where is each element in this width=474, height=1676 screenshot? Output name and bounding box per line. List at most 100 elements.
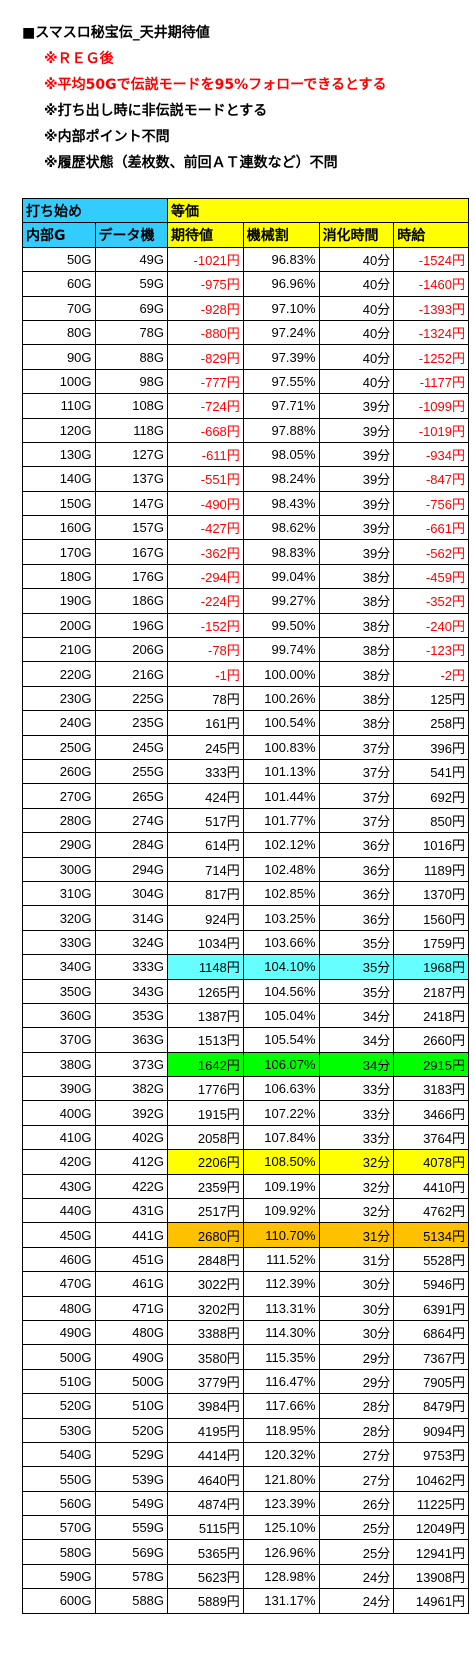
internal-g-cell: 160G [22,515,96,541]
col-payout-rate: 機械割 [242,222,320,248]
payout-rate-cell: 96.96% [242,271,320,297]
payout-rate-cell: 120.32% [242,1441,320,1468]
table-row: 320G 314G 924円 103.25% 36分 1560円 [22,905,469,931]
ceiling-expectation-table: 打ち始め 等価 内部G データ機 期待値 機械割 消化時間 時給 50G 49G -… [21,197,469,1614]
play-time-cell: 31分 [318,1246,395,1273]
internal-g-cell: 260G [22,758,96,785]
table-row: 140G 137G -551円 98.24% 39分 -847円 [22,466,469,492]
expected-value-cell: 3388円 [167,1319,244,1346]
internal-g-cell: 600G [22,1588,96,1614]
hourly-wage-cell: 6864円 [393,1319,469,1346]
play-time-cell: 37分 [318,734,395,760]
play-time-cell: 25分 [318,1515,395,1541]
payout-rate-cell: 108.50% [242,1149,320,1175]
expected-value-cell: 5115円 [167,1515,244,1541]
data-machine-cell: 274G [94,807,169,834]
internal-g-cell: 530G [22,1417,96,1443]
column-header-row: 内部G データ機 期待値 機械割 消化時間 時給 [22,222,469,248]
payout-rate-cell: 99.27% [242,588,320,614]
data-machine-cell: 451G [94,1246,169,1273]
internal-g-cell: 210G [22,637,96,663]
hourly-wage-cell: 1759円 [393,929,469,956]
data-machine-cell: 431G [94,1198,169,1224]
hourly-wage-cell: 5528円 [393,1246,469,1273]
expected-value-cell: -490円 [167,490,244,517]
internal-g-cell: 430G [22,1173,96,1200]
internal-g-cell: 80G [22,319,96,346]
play-time-cell: 33分 [318,1100,395,1126]
expected-value-cell: 424円 [167,783,244,809]
data-machine-cell: 333G [94,954,169,980]
expected-value-cell: -362円 [167,539,244,565]
data-machine-cell: 108G [94,393,169,419]
internal-g-cell: 450G [22,1222,96,1248]
play-time-cell: 39分 [318,393,395,419]
play-time-cell: 39分 [318,515,395,541]
payout-rate-cell: 99.50% [242,612,320,639]
payout-rate-cell: 97.55% [242,368,320,395]
internal-g-cell: 590G [22,1563,96,1590]
hourly-wage-cell: -1099円 [393,393,469,419]
hourly-wage-cell: 13908円 [393,1563,469,1590]
payout-rate-cell: 117.66% [242,1393,320,1419]
play-time-cell: 33分 [318,1124,395,1151]
table-row: 310G 304G 817円 102.85% 36分 1370円 [22,880,469,907]
internal-g-cell: 120G [22,417,96,443]
note-line: ※履歴状態（差枚数、前回ＡＴ連数など）不問 [44,155,338,171]
payout-rate-cell: 114.30% [242,1319,320,1346]
payout-rate-cell: 105.54% [242,1027,320,1053]
hourly-wage-cell: 8479円 [393,1393,469,1419]
payout-rate-cell: 103.25% [242,905,320,931]
data-machine-cell: 186G [94,588,169,614]
play-time-cell: 36分 [318,905,395,931]
hourly-wage-cell: -459円 [393,563,469,590]
data-machine-cell: 225G [94,685,169,712]
table-row: 390G 382G 1776円 106.63% 33分 3183円 [22,1076,469,1102]
internal-g-cell: 100G [22,368,96,395]
table-row: 270G 265G 424円 101.44% 37分 692円 [22,783,469,809]
table-row: 360G 353G 1387円 105.04% 34分 2418円 [22,1002,469,1029]
internal-g-cell: 330G [22,929,96,956]
expected-value-cell: 1265円 [167,978,244,1004]
data-machine-cell: 363G [94,1027,169,1053]
expected-value-cell: 4640円 [167,1466,244,1492]
expected-value-cell: 1915円 [167,1100,244,1126]
hourly-wage-cell: -1460円 [393,271,469,297]
expected-value-cell: 714円 [167,856,244,882]
table-row: 70G 69G -928円 97.10% 40分 -1393円 [22,295,469,321]
hourly-wage-cell: 1968円 [393,954,469,980]
hourly-wage-cell: -240円 [393,612,469,639]
data-machine-cell: 49G [94,246,169,273]
expected-value-cell: 817円 [167,880,244,907]
col-expected-value: 期待値 [167,222,244,248]
table-row: 260G 255G 333円 101.13% 37分 541円 [22,758,469,785]
payout-rate-cell: 106.63% [242,1076,320,1102]
payout-rate-cell: 102.85% [242,880,320,907]
data-machine-cell: 314G [94,905,169,931]
hourly-wage-cell: -1524円 [393,246,469,273]
payout-rate-cell: 97.39% [242,344,320,370]
play-time-cell: 28分 [318,1417,395,1443]
payout-rate-cell: 115.35% [242,1344,320,1370]
table-row: 290G 284G 614円 102.12% 36分 1016円 [22,832,469,858]
data-machine-cell: 520G [94,1417,169,1443]
play-time-cell: 30分 [318,1295,395,1321]
hourly-wage-cell: -1019円 [393,417,469,443]
internal-g-cell: 60G [22,271,96,297]
data-machine-cell: 569G [94,1539,169,1565]
data-machine-cell: 324G [94,929,169,956]
hourly-wage-cell: 10462円 [393,1466,469,1492]
table-row: 150G 147G -490円 98.43% 39分 -756円 [22,490,469,517]
internal-g-cell: 490G [22,1319,96,1346]
payout-rate-cell: 112.39% [242,1271,320,1297]
hourly-wage-cell: -1252円 [393,344,469,370]
hourly-wage-cell: 692円 [393,783,469,809]
expected-value-cell: 5889円 [167,1588,244,1614]
data-machine-cell: 382G [94,1076,169,1102]
hourly-wage-cell: 1189円 [393,856,469,882]
internal-g-cell: 170G [22,539,96,565]
table-row: 370G 363G 1513円 105.54% 34分 2660円 [22,1027,469,1053]
data-machine-cell: 490G [94,1344,169,1370]
hourly-wage-cell: 7367円 [393,1344,469,1370]
data-machine-cell: 294G [94,856,169,882]
